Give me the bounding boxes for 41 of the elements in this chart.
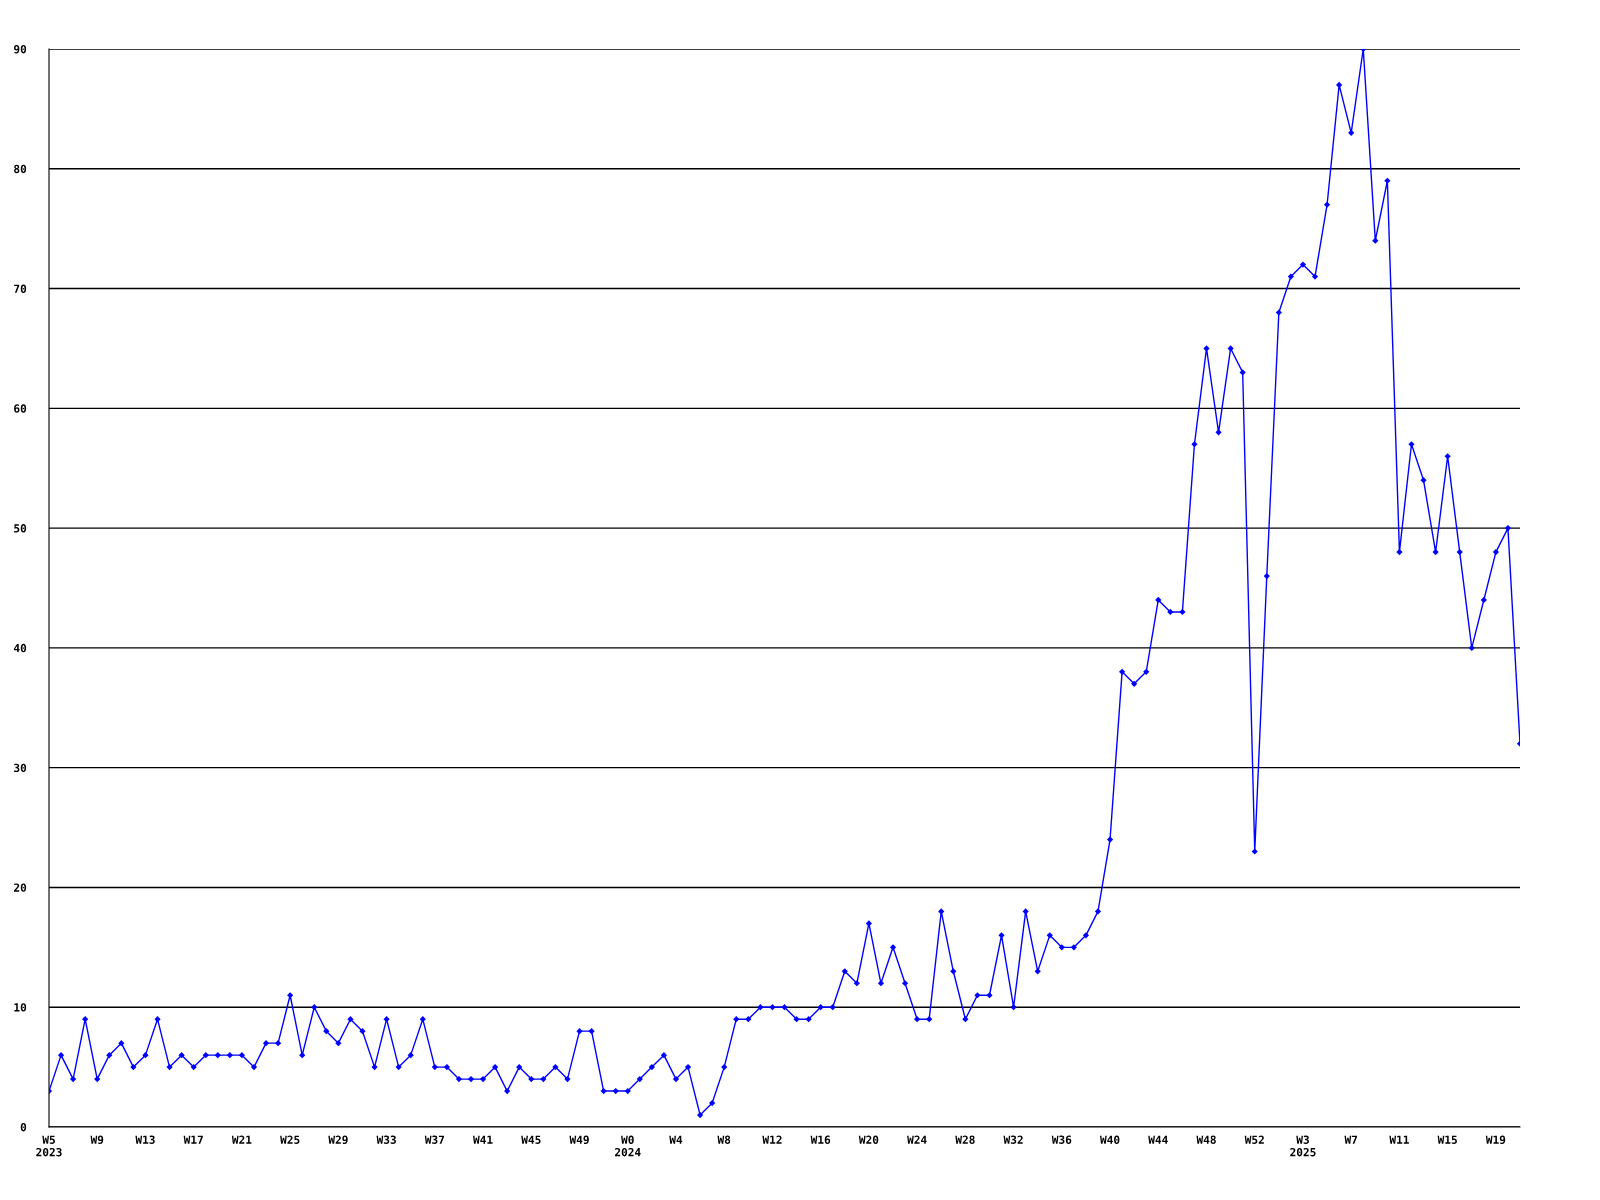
x-tick-label: W13 xyxy=(135,1135,155,1144)
x-tick-label: W3 2025 xyxy=(1290,1135,1316,1157)
x-tick-label: W8 xyxy=(717,1135,731,1144)
x-tick-label: W25 xyxy=(280,1135,300,1144)
y-tick-label: 90 xyxy=(14,44,27,54)
x-tick-label: W7 xyxy=(1344,1135,1358,1144)
x-tick-label: W19 xyxy=(1485,1135,1506,1144)
x-tick-label: W29 xyxy=(328,1135,348,1144)
x-tick-label: W52 xyxy=(1244,1135,1264,1144)
x-tick-label: W15 xyxy=(1437,1135,1457,1144)
x-tick-label: W36 xyxy=(1051,1135,1072,1144)
x-tick-label: W9 xyxy=(90,1135,104,1144)
x-tick-label: W16 xyxy=(810,1135,831,1144)
x-tick-label: W21 xyxy=(231,1135,252,1144)
x-tick-label: W48 xyxy=(1196,1135,1216,1144)
x-tick-label: W28 xyxy=(955,1135,975,1144)
x-tick-label: W37 xyxy=(424,1135,445,1144)
y-tick-label: 70 xyxy=(14,284,27,293)
x-tick-label: W17 xyxy=(183,1135,203,1144)
x-tick-label: W12 xyxy=(762,1135,782,1144)
y-tick-label: 10 xyxy=(14,1003,27,1012)
y-tick-label: 0 xyxy=(20,1122,27,1132)
y-tick-label: 30 xyxy=(14,763,27,773)
x-tick-label: W40 xyxy=(1100,1135,1120,1144)
x-tick-label: W41 xyxy=(473,1135,493,1144)
x-tick-label: W5 2023 xyxy=(36,1135,62,1157)
y-tick-label: 20 xyxy=(14,883,27,892)
x-tick-label: W44 xyxy=(1148,1135,1168,1144)
x-tick-label: W4 xyxy=(669,1135,683,1144)
x-tick-label: W24 xyxy=(907,1135,927,1144)
x-tick-label: W32 xyxy=(1003,1135,1023,1144)
x-tick-label: W33 xyxy=(376,1135,396,1144)
x-tick-label: W11 xyxy=(1389,1135,1409,1144)
x-tick-label: W0 2024 xyxy=(615,1135,641,1157)
x-tick-label: W49 xyxy=(569,1135,589,1144)
x-tick-label: W20 xyxy=(858,1135,879,1144)
y-tick-label: 50 xyxy=(14,524,27,533)
y-tick-label: 80 xyxy=(14,164,27,174)
x-tick-label: W45 xyxy=(521,1135,541,1144)
y-tick-label: 60 xyxy=(14,404,27,413)
y-tick-label: 40 xyxy=(13,643,27,653)
